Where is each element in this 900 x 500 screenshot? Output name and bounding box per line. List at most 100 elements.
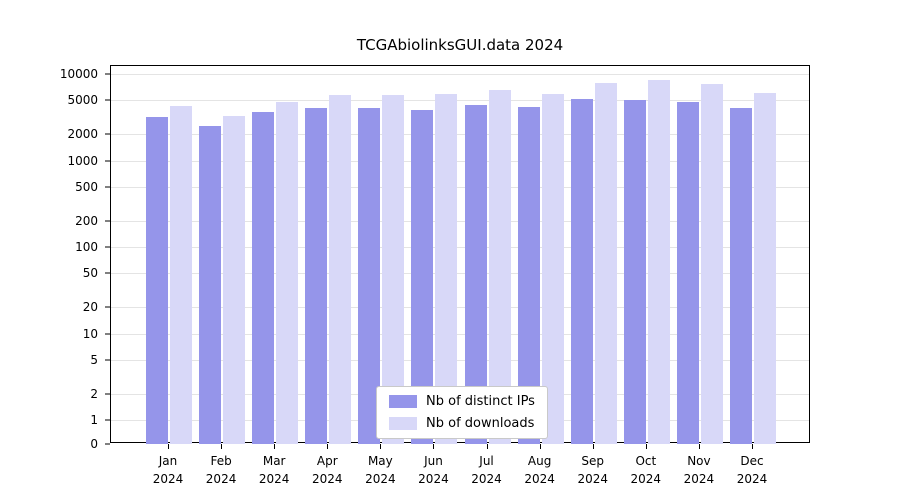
bar-jun-distinct-ips [411, 110, 434, 444]
y-tick-label: 5000 [67, 93, 98, 108]
x-tick-label: Jul 2024 [471, 454, 502, 486]
gridline [111, 247, 809, 248]
y-axis-labels: 0 1 2 5 10 20 50 100 200 500 1000 2000 5000 10000 [0, 65, 110, 451]
x-tick-mark [592, 444, 594, 449]
y-tick-label: 500 [75, 179, 98, 194]
y-tick-mark [105, 73, 110, 75]
x-tick-mark [698, 444, 700, 449]
gridline [111, 134, 809, 136]
x-tick-mark [221, 444, 223, 449]
bar-dec-downloads [754, 92, 776, 444]
bar-jun-downloads [435, 93, 458, 444]
x-tick-mark [380, 444, 382, 449]
y-tick-label: 20 [82, 300, 98, 315]
x-tick-mark [752, 444, 753, 449]
bar-may-distinct-ips [358, 108, 381, 444]
y-tick-label: 2 [90, 386, 98, 401]
y-tick-label: 200 [75, 213, 98, 228]
bar-nov-downloads [700, 83, 723, 444]
y-tick-label: 50 [82, 266, 98, 281]
x-tick-mark [327, 444, 329, 449]
gridline [111, 307, 809, 309]
legend-label-downloads: Nb of downloads [426, 416, 535, 431]
y-tick-mark [105, 443, 110, 445]
x-tick-mark [486, 444, 488, 449]
gridline [111, 100, 809, 102]
bar-dec-distinct-ips [730, 108, 752, 444]
legend-swatch-ips [389, 395, 417, 408]
x-tick-label: Nov 2024 [683, 454, 715, 486]
x-tick-mark [539, 444, 541, 449]
x-tick-mark [168, 444, 169, 449]
x-tick-mark [645, 444, 647, 449]
bar-oct-distinct-ips [623, 100, 646, 444]
x-tick-label: Dec 2024 [736, 454, 768, 486]
bar-mar-distinct-ips [252, 112, 275, 444]
bar-apr-downloads [329, 95, 352, 444]
y-tick-label: 100 [75, 240, 98, 254]
y-tick-mark [105, 186, 110, 188]
bar-nov-distinct-ips [676, 102, 699, 444]
bar-sep-downloads [594, 83, 617, 444]
chart-title: TCGAbiolinksGUI.data 2024 [356, 36, 564, 54]
y-tick-mark [105, 419, 110, 421]
x-tick-label: Sep 2024 [577, 454, 608, 486]
bar-jan-downloads [170, 105, 192, 444]
y-tick-label: 2000 [67, 127, 98, 142]
x-tick-mark [274, 444, 276, 449]
y-tick-label: 5 [90, 352, 98, 367]
legend-item-downloads: Nb of downloads [389, 416, 535, 431]
gridline [111, 186, 809, 188]
bar-layer [111, 66, 809, 444]
y-tick-mark [105, 272, 110, 274]
x-tick-label: Jun 2024 [418, 454, 449, 486]
y-tick-mark [105, 160, 110, 161]
x-tick-label: May 2024 [365, 454, 396, 486]
bar-aug-downloads [541, 93, 564, 444]
gridline [111, 160, 809, 162]
gridline [111, 273, 809, 275]
x-tick-label: Aug 2024 [524, 454, 555, 486]
y-tick-label: 0 [90, 437, 98, 451]
bar-may-downloads [382, 95, 405, 444]
bar-jan-distinct-ips [146, 116, 168, 444]
gridline [111, 220, 809, 222]
bar-aug-distinct-ips [517, 106, 540, 444]
y-tick-mark [105, 246, 110, 248]
x-tick-mark [433, 444, 435, 449]
legend-swatch-downloads [389, 417, 417, 430]
bar-jul-downloads [488, 90, 511, 444]
bar-oct-downloads [647, 79, 670, 444]
bar-feb-distinct-ips [199, 126, 222, 444]
y-tick-mark [105, 333, 110, 334]
gridline [111, 359, 809, 361]
legend-label-ips: Nb of distinct IPs [426, 394, 535, 409]
x-axis-labels: Jan 2024 Feb 2024 Mar 2024 Apr 2024 May 2024… [110, 444, 810, 496]
y-tick-label: 1 [90, 413, 98, 427]
y-tick-mark [105, 133, 110, 135]
y-tick-mark [105, 99, 110, 101]
x-tick-label: Apr 2024 [311, 454, 343, 486]
y-tick-mark [105, 220, 110, 222]
legend-item-ips: Nb of distinct IPs [389, 394, 535, 409]
y-tick-mark [105, 306, 110, 308]
bar-mar-downloads [276, 101, 299, 444]
bar-sep-distinct-ips [570, 98, 593, 444]
gridline [111, 333, 809, 335]
x-tick-label: Feb 2024 [205, 454, 237, 486]
y-tick-mark [105, 359, 110, 361]
y-tick-label: 10 [82, 326, 98, 341]
x-tick-label: Oct 2024 [630, 454, 662, 486]
bar-jul-distinct-ips [464, 104, 487, 444]
y-tick-label: 10000 [59, 67, 98, 81]
legend: Nb of distinct IPs Nb of downloads [376, 386, 548, 439]
bar-feb-downloads [223, 115, 246, 444]
bar-apr-distinct-ips [305, 108, 328, 444]
x-tick-label: Mar 2024 [258, 454, 290, 486]
y-tick-label: 1000 [67, 153, 98, 168]
x-tick-label: Jan 2024 [152, 454, 184, 486]
plot-area: Nb of distinct IPs Nb of downloads [110, 65, 810, 444]
gridline [111, 74, 809, 75]
y-tick-mark [105, 393, 110, 395]
